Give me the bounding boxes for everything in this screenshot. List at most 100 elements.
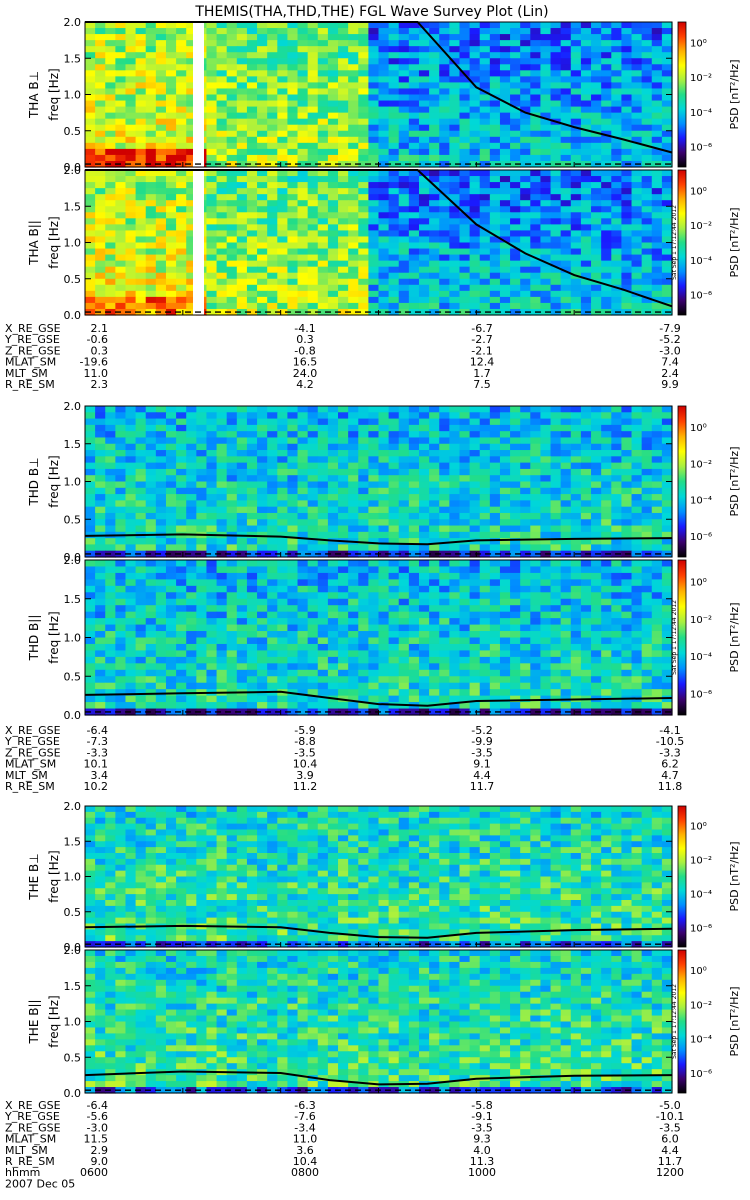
y-tick-label: 2.0	[64, 16, 82, 29]
y-tick-label: 0.0	[64, 309, 82, 322]
y-tick-label: 1.0	[64, 476, 82, 489]
colorbar-label: PSD [nT²/Hz]	[728, 986, 741, 1056]
y-tick-label: 1.0	[64, 632, 82, 645]
time-axis-label: hhmm	[5, 1166, 40, 1179]
colorbar-tick-label: 10⁻²	[690, 73, 712, 84]
ephemeris-value: 11.0	[84, 367, 109, 380]
colorbar-tick-label: 10⁻⁶	[690, 143, 712, 154]
panel-ylabel: THD B⊥	[27, 457, 41, 506]
panel-ylabel: THA B⊥	[27, 71, 41, 119]
ephemeris-value: -3.5	[471, 746, 492, 759]
colorbar-tick-label: 10⁻²	[690, 1000, 712, 1011]
ephemeris-value: 11.0	[293, 1133, 318, 1146]
ephemeris-label: X_RE_GSE	[5, 322, 61, 335]
run-timestamp: Sat Sep 1 17:12:44 2012	[671, 600, 678, 675]
colorbar-tick-label: 10⁰	[690, 822, 707, 833]
ephemeris-value: 11.5	[84, 1133, 109, 1146]
colorbar-tick-label: 10⁻²	[690, 221, 712, 232]
y-tick-label: 0.0	[64, 1087, 82, 1100]
colorbar-tick-label: 10⁻²	[690, 459, 712, 470]
ephemeris-value: 10.4	[293, 1155, 318, 1168]
ephemeris-value: -9.1	[471, 1110, 492, 1123]
y-tick-label: 1.5	[64, 52, 82, 65]
ephemeris-value: 16.5	[293, 356, 318, 369]
ephemeris-value: -0.8	[294, 344, 315, 357]
ephemeris-value: 4.4	[661, 1144, 679, 1157]
colorbar-tick-label: 10⁰	[690, 966, 707, 977]
time-tick-label: 0600	[80, 1166, 108, 1179]
time-tick-label: 1200	[656, 1166, 684, 1179]
freq-axis-label: freq [Hz]	[47, 850, 61, 902]
colorbar-tick-label: 10⁰	[690, 578, 707, 589]
ephemeris-table-tha: X_RE_GSE 2.1 -4.1 -6.7 -7.9Y_RE_GSE -0.6 0.3 -2…	[4, 322, 681, 391]
ephemeris-value: 3.4	[91, 769, 109, 782]
date-label: 2007 Dec 05	[5, 1177, 75, 1190]
spectrogram-image	[85, 560, 673, 716]
y-tick-label: 0.5	[64, 906, 82, 919]
ephemeris-value: -7.9	[659, 322, 680, 335]
ephemeris-value: -6.4	[87, 1099, 108, 1112]
ephemeris-value: -3.5	[294, 746, 315, 759]
freq-axis-label: freq [Hz]	[47, 995, 61, 1047]
ephemeris-label: MLT_SM	[5, 367, 48, 380]
time-tick-label: 1000	[468, 1166, 496, 1179]
panel-ylabel: THE B⊥	[27, 853, 41, 900]
ephemeris-value: 9.1	[473, 758, 491, 771]
ephemeris-value: -3.3	[659, 746, 680, 759]
y-tick-label: 1.0	[64, 1016, 82, 1029]
ephemeris-value: -8.8	[294, 735, 315, 748]
colorbar-tick-label: 10⁰	[690, 186, 707, 197]
ephemeris-label: X_RE_GSE	[5, 1099, 61, 1112]
panel-ylabel: THD B||	[27, 615, 41, 662]
fce-curve	[84, 924, 673, 939]
colorbar: 10⁰ 10⁻² 10⁻⁴ 10⁻⁶ PSD [nT²/Hz] Sat Sep 1 17:…	[671, 559, 741, 716]
colorbar-tick-label: 10⁻⁴	[690, 889, 712, 900]
y-tick-label: 2.0	[64, 400, 82, 413]
ephemeris-value: 4.4	[473, 769, 491, 782]
ephemeris-label: Z_RE_GSE	[5, 344, 61, 357]
ephemeris-value: 10.1	[84, 758, 109, 771]
ephemeris-value: 4.7	[661, 769, 679, 782]
colorbar-label: PSD [nT²/Hz]	[728, 207, 741, 277]
ephemeris-value: -0.6	[87, 333, 108, 346]
time-tick-label: 0800	[291, 1166, 319, 1179]
colorbar-tick-label: 10⁻⁴	[690, 256, 712, 267]
ephemeris-label: R_RE_SM	[5, 378, 55, 391]
ephemeris-value: -2.7	[471, 333, 492, 346]
ephemeris-value: 10.4	[293, 758, 318, 771]
ephemeris-value: 6.2	[661, 758, 679, 771]
y-tick-label: 2.0	[64, 944, 82, 957]
ephemeris-label: Z_RE_GSE	[5, 746, 61, 759]
ephemeris-label: Y_RE_GSE	[4, 333, 60, 346]
ephemeris-value: -5.6	[87, 1110, 108, 1123]
ephemeris-value: 1.7	[473, 367, 491, 380]
spectrogram-panel-3: 0.0 0.5 1.0 1.5 2.0 THD B⊥ freq [Hz] 10⁰ 10⁻² 10⁻…	[27, 400, 741, 564]
panel-ylabel: THA B||	[27, 220, 41, 266]
y-tick-label: 2.0	[64, 164, 82, 177]
ephemeris-value: 11.7	[470, 780, 495, 793]
ephemeris-value: -6.3	[294, 1099, 315, 1112]
ephemeris-value: 2.4	[661, 367, 679, 380]
ephemeris-label: MLAT_SM	[5, 356, 56, 369]
ephemeris-value: -10.5	[656, 735, 684, 748]
ephemeris-value: 2.9	[91, 1144, 109, 1157]
colorbar-tick-label: 10⁻⁴	[690, 496, 712, 507]
ephemeris-value: 9.0	[91, 1155, 109, 1168]
colorbar-label: PSD [nT²/Hz]	[728, 446, 741, 516]
y-tick-label: 1.0	[64, 237, 82, 250]
colorbar: 10⁰ 10⁻² 10⁻⁴ 10⁻⁶ PSD [nT²/Hz]	[677, 405, 741, 558]
spectrogram-image	[85, 170, 673, 316]
ephemeris-table-thd: X_RE_GSE -6.4 -5.9 -5.2 -4.1 Y_RE_GSE -7.3 -8.8…	[4, 724, 684, 793]
spectrogram-panel-1: 0.0 0.5 1.0 1.5 2.0 THA B⊥ freq [Hz] 10⁰ 10⁻² 10⁻…	[27, 16, 741, 174]
y-tick-label: 1.5	[64, 200, 82, 213]
ephemeris-value: 9.9	[661, 378, 679, 391]
ephemeris-value: 12.4	[470, 356, 495, 369]
ephemeris-label: Y_RE_GSE	[4, 1110, 60, 1123]
ephemeris-label: X_RE_GSE	[5, 724, 61, 737]
ephemeris-value: 0.3	[296, 333, 314, 346]
ephemeris-value: -9.9	[471, 735, 492, 748]
colorbar: 10⁰ 10⁻² 10⁻⁴ 10⁻⁶ PSD [nT²/Hz] Sat Sep 1 17:…	[671, 169, 741, 316]
freq-axis-label: freq [Hz]	[47, 68, 61, 120]
spectrogram-image	[85, 950, 673, 1094]
